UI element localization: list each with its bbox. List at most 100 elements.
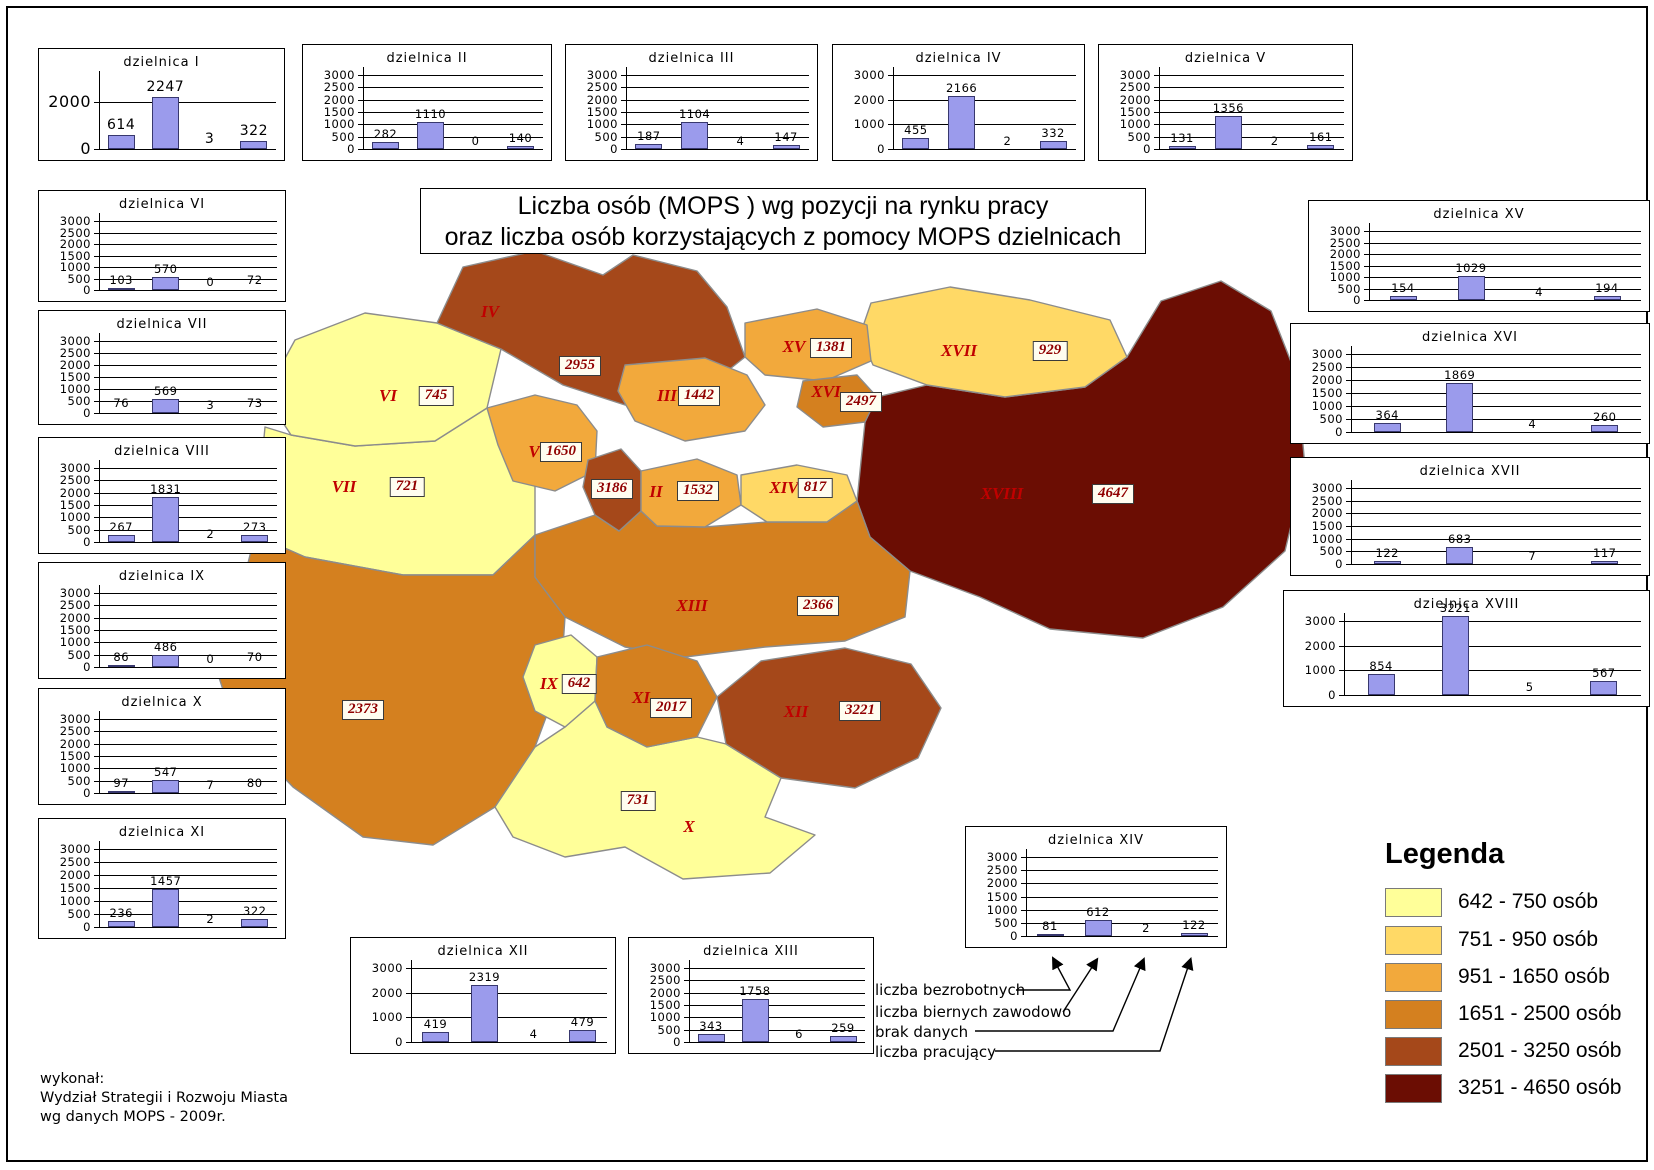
- bar-value-label: 236: [109, 905, 133, 920]
- y-axis-label: 1000: [986, 902, 1018, 917]
- chart-dzielnica-XIII: dzielnica XIII 0 500 1000 1500 2000 2500 3000 34…: [628, 937, 874, 1054]
- y-axis-label: 0: [1010, 929, 1018, 943]
- chart-dzielnica-V: dzielnica V 0 500 1000 1500 2000 2500 3000 131 13…: [1098, 44, 1353, 161]
- bar-value-label: 194: [1595, 280, 1619, 295]
- y-axis: [1344, 613, 1345, 695]
- axis-tick: [1364, 254, 1369, 255]
- axis-tick: [94, 389, 99, 390]
- gridline: [689, 1029, 865, 1031]
- gridline: [99, 278, 277, 280]
- y-axis-label: 0: [83, 406, 91, 420]
- gridline: [99, 480, 277, 482]
- gridline: [99, 731, 277, 733]
- gridline: [689, 968, 865, 969]
- axis-tick: [94, 468, 99, 469]
- gridline: [363, 87, 543, 89]
- chart-dzielnica-VII: dzielnica VII 0 500 1000 1500 2000 2500 3000 76 5…: [38, 310, 286, 425]
- y-axis-label: 2500: [586, 80, 618, 95]
- bar-value-label: 2247: [146, 78, 185, 95]
- axis-tick: [1154, 112, 1159, 113]
- y-axis-label: 2500: [59, 346, 91, 360]
- bar-liczba-pracujący: [772, 145, 800, 149]
- bar-value-label: 4: [736, 133, 745, 148]
- x-axis: [888, 149, 1076, 150]
- y-axis-label: 2000: [1311, 373, 1343, 387]
- chart-dzielnica-XVI: dzielnica XVI 0 500 1000 1500 2000 2500 3000 364…: [1290, 323, 1650, 444]
- bar-value-label: 570: [154, 261, 178, 276]
- chart-dzielnica-IV: dzielnica IV 0 1000 2000 3000 455 2166 2 332: [832, 44, 1085, 161]
- axis-tick: [406, 992, 411, 994]
- bar-value-label: 7: [206, 777, 215, 792]
- y-axis: [1351, 480, 1352, 564]
- axis-tick: [1346, 500, 1351, 502]
- chart-title: dzielnica I: [123, 55, 200, 70]
- x-axis: [94, 542, 277, 543]
- y-axis-label: 3000: [1311, 481, 1343, 495]
- y-axis-label: 0: [1335, 557, 1343, 571]
- chart-title: dzielnica X: [121, 695, 203, 710]
- gridline: [1344, 670, 1641, 672]
- y-axis: [626, 67, 627, 149]
- y-axis-label: 0: [347, 142, 355, 156]
- chart-dzielnica-III: dzielnica III 0 500 1000 1500 2000 2500 3000 187…: [565, 44, 818, 161]
- bar-value-label: 612: [1086, 904, 1110, 919]
- y-axis: [1026, 849, 1027, 936]
- bar-value-label: 3: [204, 130, 215, 147]
- chart-title: dzielnica XVII: [1419, 464, 1521, 479]
- bar-liczba-bezrobotnych: [635, 144, 663, 149]
- bar-value-label: 455: [904, 122, 928, 137]
- axis-tick: [1021, 896, 1026, 898]
- chart-dzielnica-X: dzielnica X 0 500 1000 1500 2000 2500 3000 97 547…: [38, 688, 286, 805]
- axis-tick: [621, 99, 626, 101]
- y-axis-label: 3000: [59, 712, 91, 726]
- y-axis: [689, 960, 690, 1042]
- y-axis-label: 2000: [853, 92, 885, 107]
- gridline: [411, 968, 607, 969]
- axis-tick: [94, 593, 99, 594]
- gridline: [99, 875, 277, 876]
- y-axis: [99, 71, 100, 149]
- bar-value-label: 3221: [1439, 600, 1472, 615]
- gridline: [99, 505, 277, 506]
- y-axis: [1159, 67, 1160, 149]
- gridline: [1351, 488, 1641, 489]
- axis-tick: [94, 862, 99, 863]
- y-axis-label: 500: [67, 907, 91, 921]
- bar-value-label: 1758: [739, 983, 771, 998]
- gridline: [99, 267, 277, 268]
- bar-liczba-biernych-zawodowo: [152, 779, 180, 793]
- bar-value-label: 1356: [1212, 100, 1245, 115]
- gridline: [99, 719, 277, 720]
- bar-liczba-pracujący: [1591, 425, 1619, 432]
- y-axis-label: 0: [83, 786, 91, 800]
- axis-tick: [1364, 231, 1369, 232]
- axis-tick: [1154, 124, 1159, 126]
- y-axis: [99, 333, 100, 413]
- x-axis: [1346, 432, 1641, 433]
- y-axis-label: 2500: [986, 863, 1018, 878]
- map-region-XIII: [534, 500, 911, 658]
- gridline: [1026, 896, 1218, 898]
- y-axis-label: 3000: [586, 68, 618, 82]
- y-axis-label: 500: [67, 394, 91, 408]
- bar-value-label: 1831: [150, 481, 182, 496]
- bar-liczba-biernych-zawodowo: [152, 496, 180, 542]
- bar-liczba-bezrobotnych: [107, 790, 135, 793]
- bar-liczba-pracujący: [241, 918, 269, 927]
- y-axis-label: 2000: [59, 485, 91, 500]
- axis-tick: [94, 244, 99, 245]
- y-axis-label: 3000: [59, 334, 91, 348]
- axis-tick: [94, 232, 99, 234]
- y-axis-label: 1500: [1311, 386, 1343, 400]
- map-region-XVII: [859, 286, 1128, 398]
- gridline: [1351, 380, 1641, 381]
- gridline: [99, 492, 277, 494]
- bar-value-label: 267: [109, 520, 133, 535]
- gridline: [1351, 393, 1641, 394]
- y-axis-label: 0: [1353, 293, 1361, 307]
- axis-tick: [1346, 488, 1351, 489]
- axis-tick: [94, 756, 99, 757]
- gridline: [1351, 367, 1641, 368]
- axis-tick: [358, 87, 363, 89]
- chart-title: dzielnica V: [1184, 51, 1267, 66]
